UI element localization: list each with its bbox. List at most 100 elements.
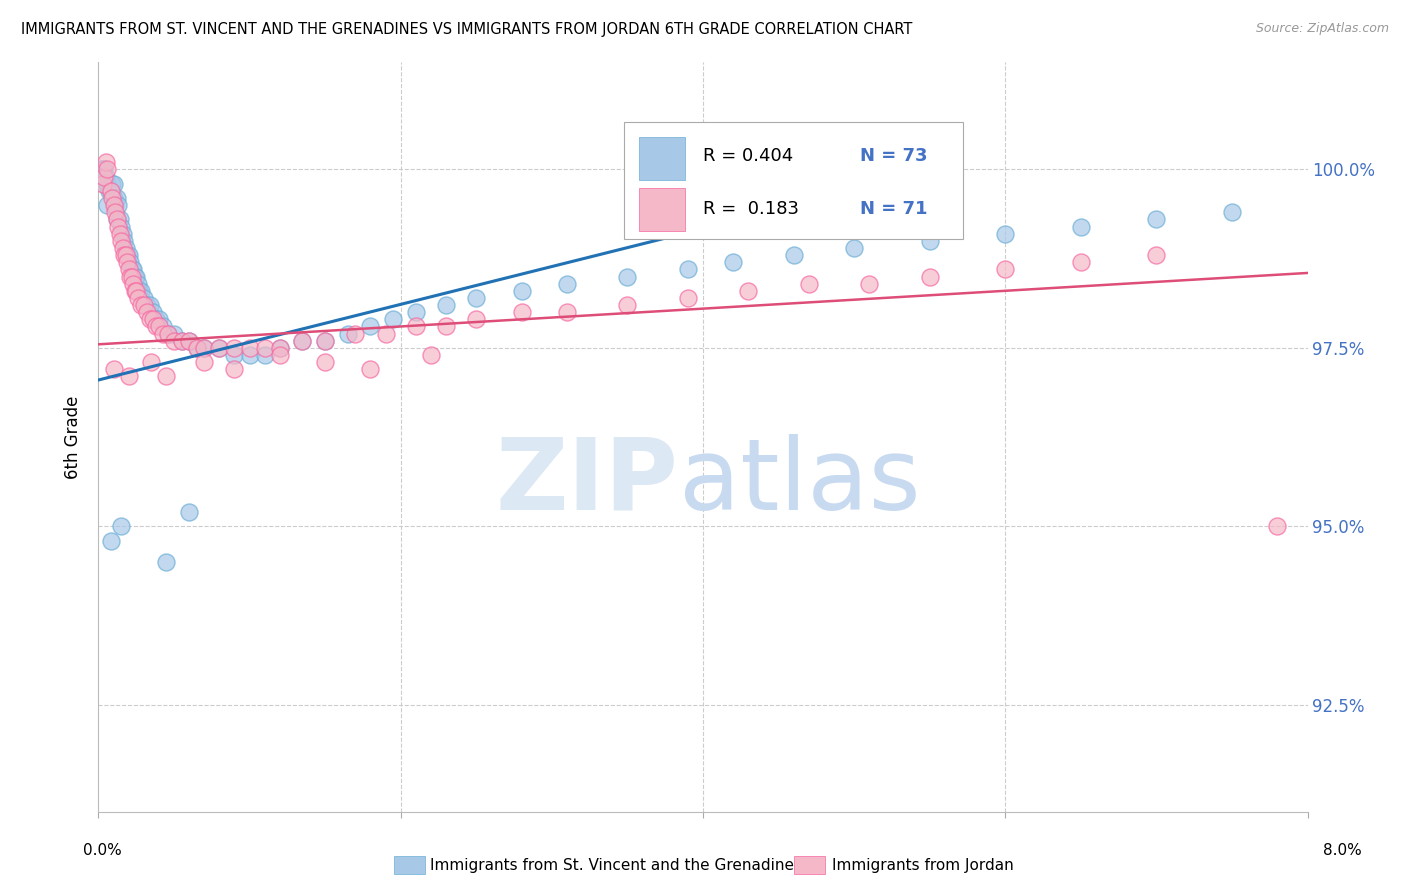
Point: [141, 355, 163, 369]
Point: [96, 162, 118, 177]
FancyBboxPatch shape: [624, 122, 963, 238]
Point: [994, 262, 1017, 277]
Point: [139, 298, 162, 312]
Point: [208, 341, 231, 355]
Point: [115, 255, 138, 269]
Point: [253, 348, 276, 362]
Point: [103, 198, 125, 212]
Point: [94, 169, 117, 184]
Text: N = 73: N = 73: [860, 147, 928, 165]
Point: [170, 334, 193, 348]
Text: R =  0.183: R = 0.183: [703, 200, 799, 218]
Point: [193, 341, 215, 355]
Point: [1220, 205, 1243, 219]
Point: [253, 341, 276, 355]
Point: [100, 184, 122, 198]
Point: [269, 341, 291, 355]
Point: [132, 298, 155, 312]
Point: [1070, 255, 1092, 269]
Point: [127, 277, 149, 291]
Point: [1267, 519, 1289, 533]
Point: [994, 227, 1017, 241]
Point: [179, 334, 201, 348]
Point: [723, 255, 745, 269]
Point: [142, 305, 165, 319]
Point: [145, 312, 167, 326]
Point: [104, 198, 127, 212]
Point: [91, 177, 114, 191]
Point: [118, 248, 141, 262]
Point: [120, 255, 142, 269]
Point: [155, 555, 177, 569]
Point: [163, 334, 186, 348]
Point: [105, 212, 128, 227]
Y-axis label: 6th Grade: 6th Grade: [65, 395, 83, 479]
Point: [93, 177, 115, 191]
Point: [145, 319, 167, 334]
Point: [291, 334, 314, 348]
Point: [465, 312, 488, 326]
Point: [125, 269, 148, 284]
Point: [918, 234, 941, 248]
Point: [374, 326, 396, 341]
Point: [112, 248, 135, 262]
Point: [239, 348, 262, 362]
Point: [129, 284, 152, 298]
Point: [405, 319, 427, 334]
Point: [152, 319, 174, 334]
Point: [224, 341, 246, 355]
Point: [510, 284, 533, 298]
Point: [124, 284, 146, 298]
Point: [360, 319, 382, 334]
Point: [121, 269, 143, 284]
Point: [108, 212, 131, 227]
Point: [94, 155, 117, 169]
Point: [239, 341, 262, 355]
Point: [127, 291, 149, 305]
Point: [465, 291, 488, 305]
Point: [314, 334, 336, 348]
Point: [107, 219, 129, 234]
Text: 8.0%: 8.0%: [1323, 843, 1362, 858]
Point: [179, 334, 201, 348]
Point: [96, 177, 118, 191]
Text: atlas: atlas: [679, 434, 921, 531]
Point: [93, 169, 115, 184]
Text: N = 71: N = 71: [860, 200, 928, 218]
Point: [114, 248, 136, 262]
Point: [107, 198, 129, 212]
Point: [103, 177, 125, 191]
Point: [110, 234, 132, 248]
Point: [858, 277, 880, 291]
Point: [115, 248, 138, 262]
Point: [135, 305, 157, 319]
Bar: [638, 136, 685, 180]
Point: [186, 341, 208, 355]
Point: [224, 348, 246, 362]
Point: [186, 341, 208, 355]
Point: [797, 277, 820, 291]
Point: [360, 362, 382, 376]
Point: [170, 334, 193, 348]
Point: [122, 277, 145, 291]
Point: [142, 312, 165, 326]
Point: [100, 184, 122, 198]
Point: [120, 269, 142, 284]
Point: [152, 326, 174, 341]
Point: [148, 312, 170, 326]
Point: [93, 162, 115, 177]
Point: [224, 362, 246, 376]
Point: [918, 269, 941, 284]
Point: [124, 269, 146, 284]
Text: R = 0.404: R = 0.404: [703, 147, 793, 165]
Point: [108, 227, 131, 241]
Point: [163, 326, 186, 341]
Text: IMMIGRANTS FROM ST. VINCENT AND THE GRENADINES VS IMMIGRANTS FROM JORDAN 6TH GRA: IMMIGRANTS FROM ST. VINCENT AND THE GREN…: [21, 22, 912, 37]
Point: [125, 284, 148, 298]
Point: [111, 227, 134, 241]
Point: [616, 298, 638, 312]
Text: Immigrants from Jordan: Immigrants from Jordan: [832, 858, 1014, 872]
Point: [156, 326, 179, 341]
Point: [405, 305, 427, 319]
Point: [616, 269, 638, 284]
